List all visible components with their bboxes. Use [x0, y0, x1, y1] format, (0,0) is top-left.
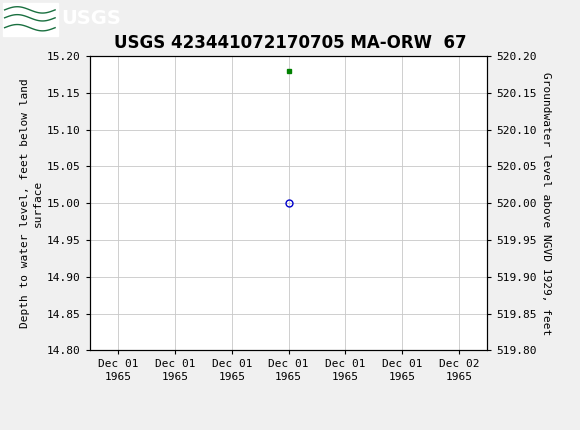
Text: USGS 423441072170705 MA-ORW  67: USGS 423441072170705 MA-ORW 67	[114, 34, 466, 52]
Y-axis label: Depth to water level, feet below land
surface: Depth to water level, feet below land su…	[20, 78, 43, 328]
Legend: Period of approved data: Period of approved data	[179, 427, 398, 430]
Y-axis label: Groundwater level above NGVD 1929, feet: Groundwater level above NGVD 1929, feet	[541, 71, 551, 335]
Text: USGS: USGS	[61, 9, 121, 28]
Bar	[3, 3, 58, 37]
